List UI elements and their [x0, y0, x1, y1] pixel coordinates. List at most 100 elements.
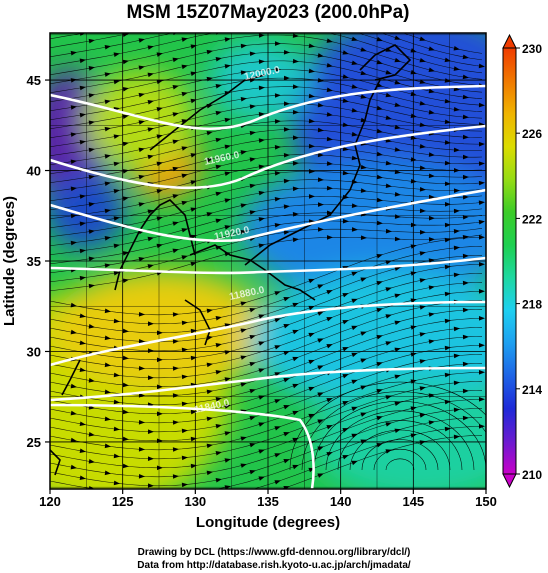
streamline [50, 34, 483, 80]
wind-arrow [70, 464, 77, 470]
wind-arrow [317, 392, 324, 397]
wind-arrow [274, 399, 281, 404]
wind-arrow [342, 401, 349, 406]
wind-arrow [351, 60, 358, 65]
wind-arrow [224, 431, 231, 436]
streamline [50, 77, 483, 121]
wind-arrow [292, 212, 299, 217]
wind-arrow [284, 24, 290, 29]
wind-arrow [113, 243, 120, 249]
wind-arrow [70, 329, 77, 335]
wind-arrow [317, 53, 324, 58]
streamline [50, 228, 483, 283]
wind-arrow [326, 235, 333, 240]
wind-arrow [240, 43, 247, 49]
wind-arrow [428, 88, 435, 94]
wind-arrow [326, 344, 333, 349]
wind-arrow [342, 347, 349, 352]
wind-arrow [249, 51, 256, 57]
wind-arrow [283, 152, 290, 158]
wind-arrow [224, 64, 231, 69]
colorbar-max-arrow [502, 33, 517, 49]
wind-arrow [462, 54, 469, 60]
wind-arrow [156, 465, 163, 471]
wind-arrow [274, 67, 281, 72]
wind-arrow [394, 266, 401, 272]
wind-arrow [410, 222, 417, 228]
streamline [50, 120, 482, 166]
wind-arrow [419, 251, 426, 256]
wind-arrow [249, 388, 256, 394]
wind-arrow [274, 93, 281, 98]
wind-arrow [88, 202, 95, 207]
wind-arrow [308, 43, 315, 49]
wind-arrow [342, 26, 349, 32]
wind-arrow [351, 406, 358, 412]
streamline [50, 408, 483, 487]
wind-arrow [444, 291, 451, 297]
wind-arrow [342, 320, 349, 325]
wind-arrow [71, 492, 78, 498]
wind-arrow [394, 401, 401, 407]
wind-arrow [410, 244, 417, 249]
wind-arrow [138, 419, 145, 425]
wind-arrow [113, 453, 120, 459]
colorbar-scale [502, 47, 517, 475]
wind-arrow [453, 188, 460, 193]
wind-arrow [444, 222, 451, 228]
wind-arrow [283, 297, 290, 302]
wind-arrow [156, 79, 163, 85]
wind-arrow [292, 135, 299, 141]
wind-arrow [138, 446, 145, 452]
wind-arrow [462, 154, 469, 160]
wind-arrow [104, 126, 111, 132]
streamline [50, 171, 483, 220]
wind-arrow [172, 248, 179, 254]
wind-arrow [172, 112, 179, 117]
wind-arrow [453, 434, 460, 440]
wind-arrow [394, 147, 401, 152]
wind-arrow [444, 426, 451, 432]
wind-arrow [249, 442, 256, 448]
wind-arrow [79, 221, 86, 227]
wind-arrow [283, 378, 290, 383]
wind-arrow [360, 94, 367, 99]
wind-arrow [249, 183, 256, 189]
wind-arrow [172, 312, 179, 317]
wind-arrow [249, 104, 256, 109]
wind-arrow [478, 141, 485, 147]
wind-arrow [122, 251, 129, 256]
wind-arrow [249, 157, 256, 162]
wind-arrow [249, 307, 256, 313]
wind-arrow [215, 110, 222, 116]
wind-arrow [351, 84, 358, 89]
colorbar: 210 214 218 222 226 230 [502, 33, 542, 489]
wind-arrow [79, 367, 86, 373]
wind-arrow [258, 59, 265, 64]
wind-arrow [88, 66, 95, 71]
wind-arrow [122, 382, 129, 388]
wind-arrow [147, 321, 154, 326]
wind-arrow [342, 293, 349, 298]
wind-arrow [444, 372, 451, 378]
wind-arrow [249, 469, 256, 475]
wind-arrow [292, 329, 299, 335]
wind-arrow [70, 213, 77, 219]
wind-arrow [104, 154, 111, 159]
wind-arrow [385, 160, 392, 166]
wind-arrow [376, 151, 383, 157]
wind-arrow [385, 341, 392, 346]
wind-arrow [258, 190, 265, 196]
wind-arrow [444, 318, 451, 324]
wind-arrow [113, 480, 120, 486]
wind-arrow [317, 311, 324, 316]
wind-arrow [478, 343, 485, 348]
wind-arrow [394, 428, 401, 434]
wind-arrow [351, 108, 358, 113]
wind-arrow [215, 424, 222, 429]
wind-arrow [181, 64, 188, 70]
longitude-axis: 120 125 130 135 140 145 150 [39, 489, 497, 509]
wind-arrow [292, 58, 299, 64]
streamline [281, 435, 483, 489]
